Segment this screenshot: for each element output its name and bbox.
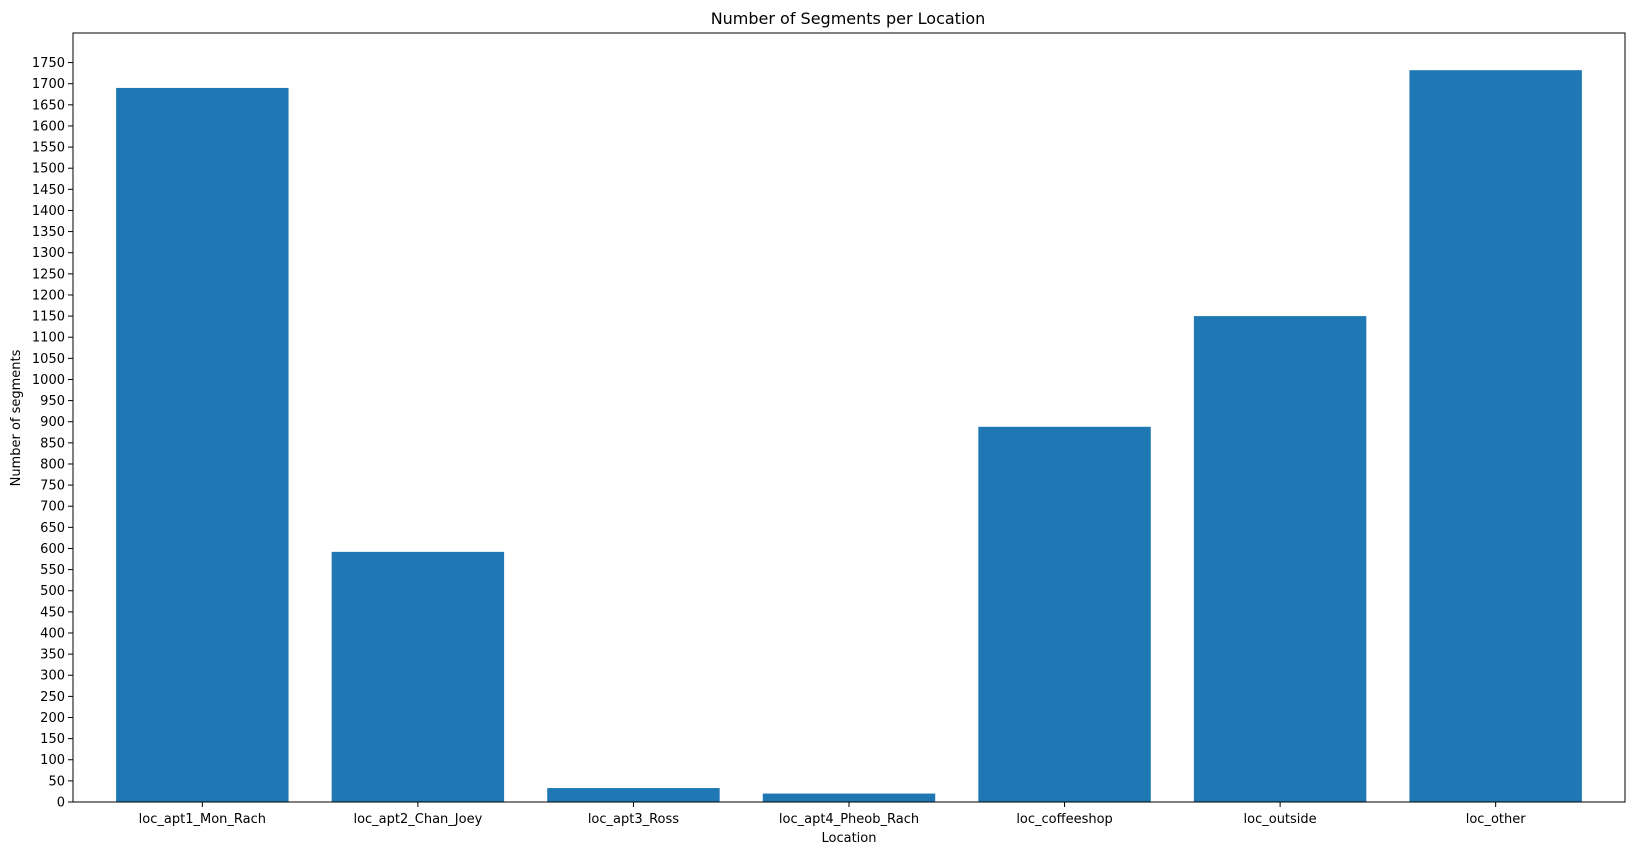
y-tick-label: 1500 xyxy=(32,162,65,177)
plot-frame xyxy=(72,32,1626,803)
y-tick-label: 1200 xyxy=(32,288,65,303)
bar-loc_other xyxy=(1409,70,1582,802)
y-tick-label: 1450 xyxy=(32,183,65,198)
chart-title: Number of Segments per Location xyxy=(711,9,986,28)
bar-loc_apt2_Chan_Joey xyxy=(331,551,505,802)
y-tick-label: 900 xyxy=(40,415,65,430)
y-tick-label: 700 xyxy=(40,500,65,515)
y-tick-label: 1100 xyxy=(32,331,65,346)
y-tick-label: 1350 xyxy=(32,225,65,240)
x-tick-label: loc_apt1_Mon_Rach xyxy=(139,812,266,827)
bar-loc_outside xyxy=(1193,316,1367,802)
bar-loc_coffeeshop xyxy=(978,426,1151,802)
y-tick-label: 100 xyxy=(40,753,65,768)
y-tick-label: 1700 xyxy=(32,77,65,92)
y-tick-label: 400 xyxy=(40,626,65,641)
y-tick-label: 950 xyxy=(40,394,65,409)
y-tick-label: 500 xyxy=(40,584,65,599)
x-tick-label: loc_other xyxy=(1466,812,1527,827)
y-tick-label: 800 xyxy=(40,457,65,472)
y-tick-label: 1650 xyxy=(32,98,65,113)
y-tick-label: 450 xyxy=(40,605,65,620)
x-axis-label: Location xyxy=(822,831,877,846)
x-tick-label: loc_apt2_Chan_Joey xyxy=(353,812,482,827)
x-tick-label: loc_apt3_Ross xyxy=(588,812,679,827)
bar-loc_apt4_Pheob_Rach xyxy=(762,793,936,802)
y-tick-label: 50 xyxy=(48,774,65,789)
y-tick-label: 250 xyxy=(40,690,65,705)
y-tick-label: 550 xyxy=(40,563,65,578)
x-tick-label: loc_coffeeshop xyxy=(1016,812,1112,827)
y-tick-label: 200 xyxy=(40,711,65,726)
x-axis-ticks: loc_apt1_Mon_Rach loc_apt2_Chan_Joey loc_a… xyxy=(139,802,1527,827)
bars-group xyxy=(116,70,1582,802)
y-tick-label: 1300 xyxy=(32,246,65,261)
y-tick-label: 300 xyxy=(40,669,65,684)
y-tick-label: 350 xyxy=(40,648,65,663)
y-tick-label: 750 xyxy=(40,479,65,494)
y-tick-label: 1600 xyxy=(32,119,65,134)
y-tick-label: 1000 xyxy=(32,373,65,388)
x-tick-label: loc_outside xyxy=(1244,812,1317,827)
y-tick-label: 0 xyxy=(57,796,65,811)
bar-loc_apt1_Mon_Rach xyxy=(116,87,289,802)
y-axis-ticks: 0 50 100 150 200 250 300 350 400 450 500 550 600 650 7… xyxy=(32,56,73,811)
y-tick-label: 1750 xyxy=(32,56,65,71)
y-axis-label: Number of segments xyxy=(9,349,24,486)
y-tick-label: 650 xyxy=(40,521,65,536)
y-tick-label: 1250 xyxy=(32,267,65,282)
y-tick-label: 1400 xyxy=(32,204,65,219)
y-tick-label: 600 xyxy=(40,542,65,557)
y-tick-label: 850 xyxy=(40,436,65,451)
y-tick-label: 150 xyxy=(40,732,65,747)
y-tick-label: 1550 xyxy=(32,141,65,156)
y-tick-label: 1150 xyxy=(32,310,65,325)
x-tick-label: loc_apt4_Pheob_Rach xyxy=(779,812,919,827)
bar-loc_apt3_Ross xyxy=(547,788,720,802)
y-tick-label: 1050 xyxy=(32,352,65,367)
